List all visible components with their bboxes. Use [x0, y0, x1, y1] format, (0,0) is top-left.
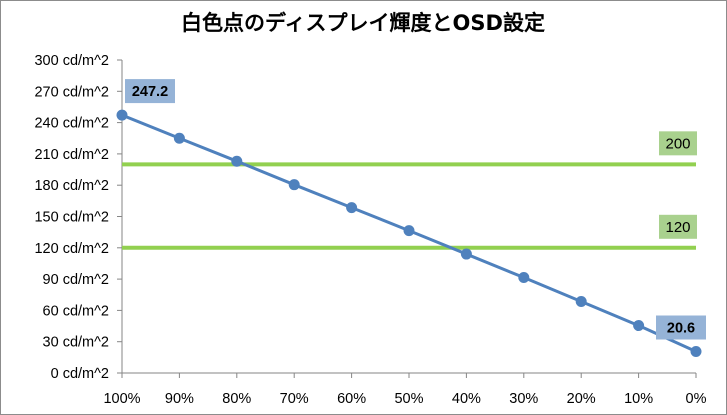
reference-lines: 200 120: [122, 131, 697, 250]
x-tick-label: 50%: [394, 391, 423, 407]
y-tick-label: 150 cd/m^2: [34, 210, 109, 226]
y-tick-label: 90 cd/m^2: [43, 272, 109, 288]
y-tick-label: 300 cd/m^2: [34, 53, 109, 69]
data-point: [633, 320, 645, 332]
data-label: 20.6: [667, 321, 695, 337]
x-tick-label: 10%: [624, 391, 653, 407]
data-point: [518, 272, 530, 284]
x-tick-label: 30%: [509, 391, 538, 407]
x-tick-label: 20%: [567, 391, 596, 407]
y-tick-label: 270 cd/m^2: [34, 84, 109, 100]
y-tick-label: 180 cd/m^2: [34, 178, 109, 194]
y-tick-label: 0 cd/m^2: [51, 366, 109, 382]
tick-labels: 0 cd/m^2 30 cd/m^2 60 cd/m^2 90 cd/m^2 120 c…: [34, 53, 706, 407]
data-point: [231, 155, 243, 167]
data-point: [116, 109, 128, 121]
reference-label: 120: [665, 219, 690, 236]
chart-title: 白色点のディスプレイ輝度とOSD設定: [181, 11, 545, 35]
reference-label-bg: [659, 131, 697, 156]
data-point: [346, 202, 358, 214]
data-labels: 247.2 20.6: [125, 79, 706, 340]
data-point: [460, 248, 472, 260]
x-tick-label: 70%: [280, 391, 309, 407]
y-tick-label: 60 cd/m^2: [43, 303, 109, 319]
data-point: [690, 346, 702, 358]
y-tick-label: 210 cd/m^2: [34, 147, 109, 163]
x-tick-label: 0%: [686, 391, 707, 407]
y-tick-label: 30 cd/m^2: [43, 335, 109, 351]
data-series: [116, 109, 702, 358]
data-label-bg: [125, 79, 175, 104]
x-tick-label: 40%: [452, 391, 481, 407]
x-tick-label: 80%: [222, 391, 251, 407]
data-label-bg: [656, 315, 706, 340]
data-point: [173, 132, 185, 144]
y-tick-label: 240 cd/m^2: [34, 116, 109, 132]
y-tick-label: 120 cd/m^2: [34, 241, 109, 257]
data-point: [403, 225, 415, 237]
axes: [117, 59, 697, 378]
x-tick-label: 100%: [103, 391, 140, 407]
reference-label-bg: [659, 214, 697, 239]
data-point: [575, 296, 587, 308]
x-tick-label: 90%: [165, 391, 194, 407]
data-point: [288, 179, 300, 191]
x-tick-label: 60%: [337, 391, 366, 407]
reference-label: 200: [665, 135, 690, 152]
data-label: 247.2: [132, 84, 168, 100]
